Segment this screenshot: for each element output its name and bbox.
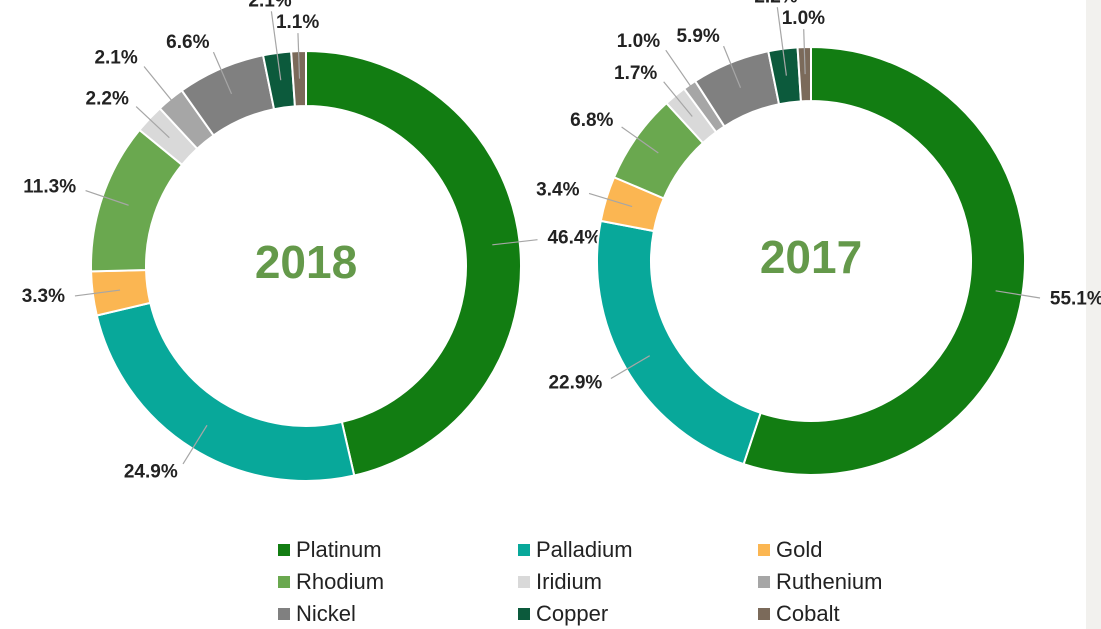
- leader-line: [270, 11, 282, 81]
- data-label: 1.7%: [614, 63, 657, 84]
- data-label: 2.2%: [86, 89, 129, 110]
- slice: [796, 45, 812, 103]
- data-label: 1.0%: [617, 31, 660, 52]
- legend-label: Copper: [536, 601, 608, 626]
- data-label: 24.9%: [124, 461, 178, 482]
- legend-swatch: [278, 608, 290, 620]
- leader-line: [588, 192, 633, 208]
- legend-swatch: [518, 544, 530, 556]
- leader-line: [610, 355, 651, 379]
- data-label: 1.1%: [276, 12, 319, 33]
- legend-swatch: [758, 544, 770, 556]
- legend-swatch: [518, 608, 530, 620]
- data-label: 6.8%: [570, 110, 613, 131]
- data-label: 2.1%: [94, 48, 137, 69]
- legend-label: Nickel: [296, 601, 356, 626]
- data-label: 2.2%: [754, 0, 797, 7]
- leader-line: [85, 189, 129, 206]
- slice: [305, 49, 522, 477]
- leader-line: [297, 33, 301, 79]
- legend-label: Ruthenium: [776, 569, 882, 594]
- data-label: 3.4%: [536, 180, 579, 201]
- leader-line: [182, 424, 208, 465]
- legend-label: Palladium: [536, 537, 633, 562]
- leader-line: [492, 239, 538, 246]
- legend-label: Platinum: [296, 537, 382, 562]
- leader-line: [995, 290, 1041, 299]
- leader-line: [74, 289, 121, 297]
- legend-label: Iridium: [536, 569, 602, 594]
- data-label: 2.1%: [248, 0, 291, 11]
- leader-line: [665, 49, 706, 108]
- legend-swatch: [518, 576, 530, 588]
- leader-line: [663, 81, 693, 117]
- data-label: 22.9%: [548, 373, 602, 394]
- data-label: 55.1%: [1050, 289, 1101, 310]
- leader-line: [212, 51, 233, 95]
- legend-label: Cobalt: [776, 601, 840, 626]
- legend-swatch: [758, 576, 770, 588]
- legend-label: Rhodium: [296, 569, 384, 594]
- slice: [95, 301, 356, 482]
- center-title: 2017: [760, 231, 862, 283]
- leader-line: [135, 106, 170, 139]
- legend-swatch: [278, 544, 290, 556]
- legend-swatch: [758, 608, 770, 620]
- leader-line: [776, 7, 787, 76]
- leader-line: [803, 29, 806, 75]
- data-label: 1.0%: [782, 8, 825, 29]
- leader-line: [143, 66, 189, 121]
- slice: [742, 45, 1026, 476]
- data-label: 3.3%: [22, 286, 65, 307]
- data-label: 6.6%: [166, 32, 209, 53]
- data-label: 5.9%: [676, 26, 719, 47]
- data-label: 46.4%: [547, 228, 601, 249]
- slice: [290, 49, 307, 108]
- side-strip: [1086, 0, 1101, 629]
- data-label: 11.3%: [23, 176, 76, 197]
- legend-swatch: [278, 576, 290, 588]
- center-title: 2018: [255, 236, 357, 288]
- leader-line: [621, 126, 659, 154]
- slice: [596, 219, 762, 466]
- legend-label: Gold: [776, 537, 822, 562]
- leader-line: [723, 45, 742, 89]
